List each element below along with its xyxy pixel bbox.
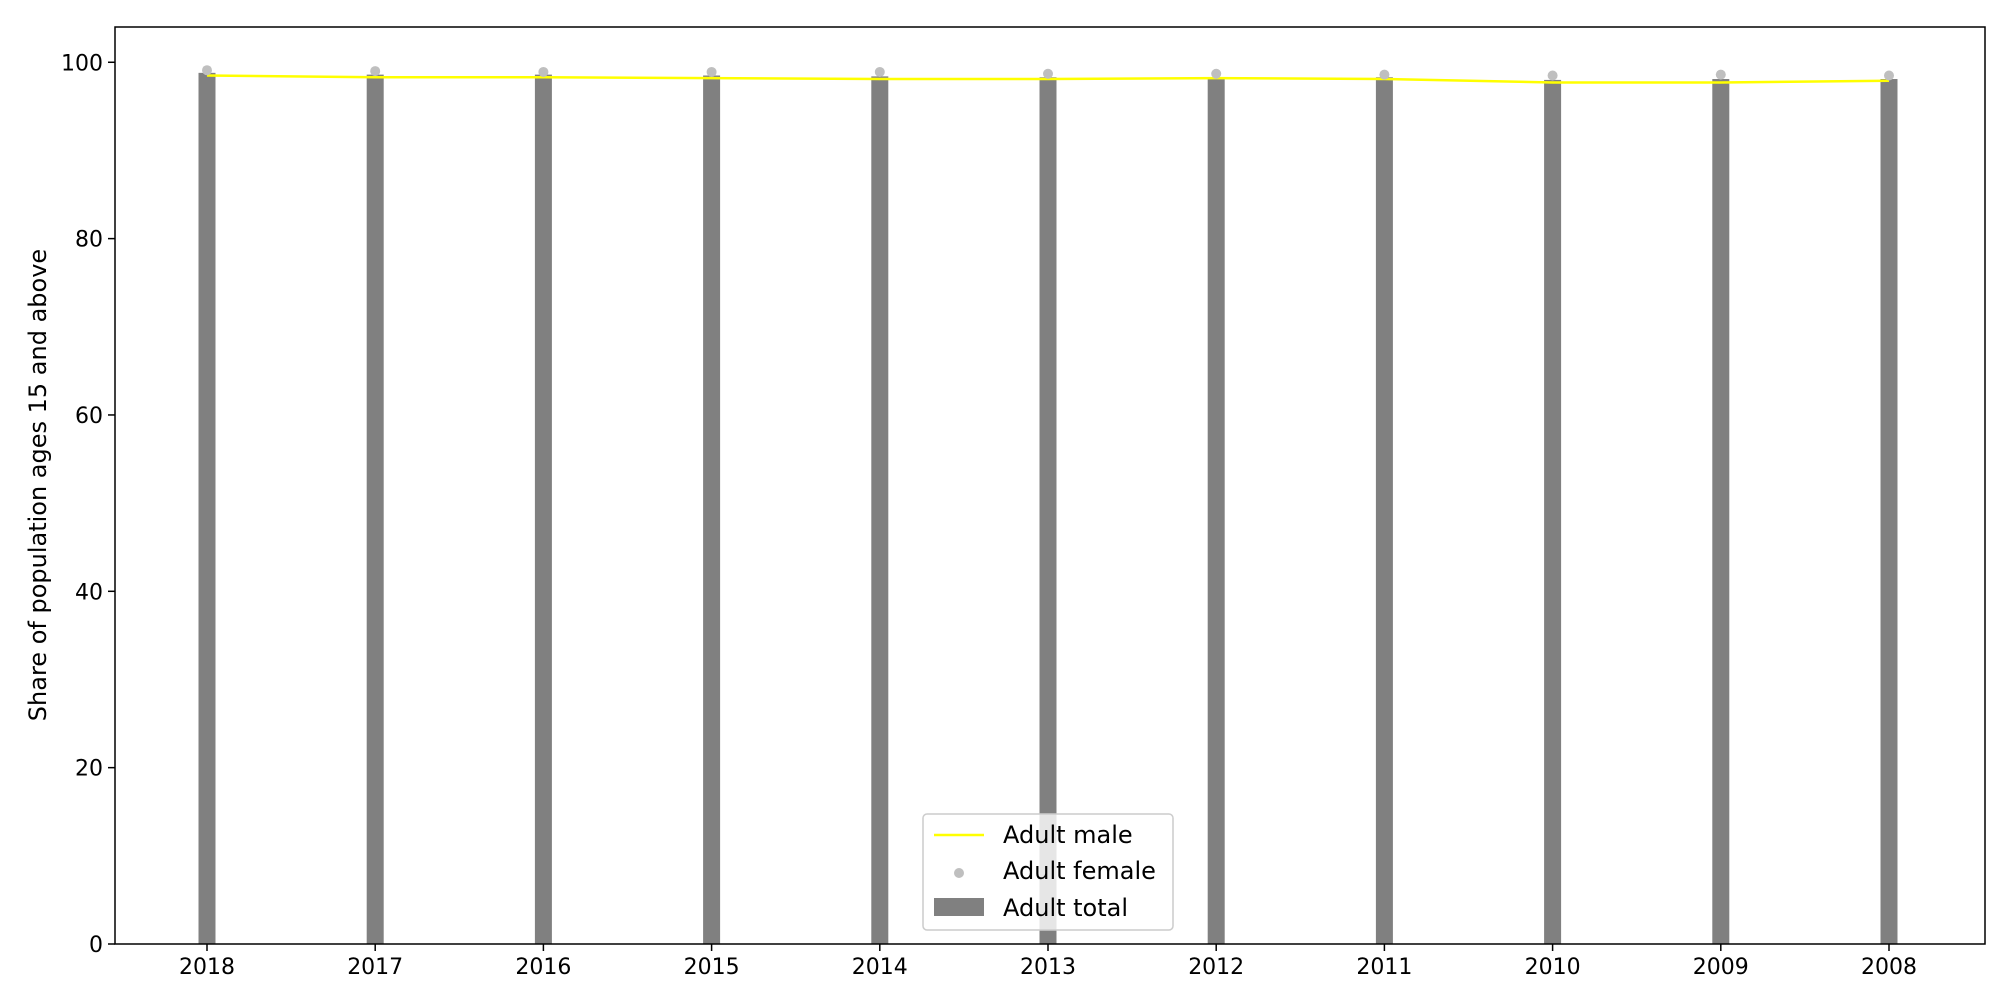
point-adult-female <box>1884 70 1894 81</box>
point-adult-female <box>538 66 549 77</box>
y-axis-title: Share of population ages 15 and above <box>24 249 52 721</box>
x-tick-label: 2011 <box>1356 955 1412 980</box>
bar-adult-total <box>1544 79 1562 944</box>
points-layer <box>202 65 1894 81</box>
bars-layer <box>198 72 1898 945</box>
x-tick-label: 2013 <box>1020 955 1076 980</box>
bar-adult-total <box>198 72 216 945</box>
legend-point-swatch <box>954 868 964 878</box>
point-adult-female <box>706 66 717 77</box>
x-tick-label: 2015 <box>684 955 740 980</box>
x-tick-label: 2017 <box>347 955 403 980</box>
x-tick-label: 2008 <box>1861 955 1917 980</box>
y-tick-label: 40 <box>75 580 103 605</box>
plot-frame <box>114 26 1986 945</box>
x-tick-label: 2014 <box>852 955 908 980</box>
bar-adult-total <box>871 76 889 944</box>
point-adult-female <box>1211 68 1222 79</box>
legend-label-adult-male: Adult male <box>1003 821 1133 849</box>
bar-adult-total <box>703 75 721 945</box>
y-tick-label: 0 <box>89 933 103 958</box>
y-tick-label: 80 <box>75 228 103 253</box>
x-tick-label: 2009 <box>1693 955 1749 980</box>
legend-label-adult-female: Adult female <box>1003 857 1156 885</box>
legend-box <box>922 813 1174 931</box>
point-adult-female <box>874 66 885 77</box>
bar-adult-total <box>1039 77 1057 944</box>
point-adult-female <box>1043 68 1053 79</box>
x-tick-label: 2016 <box>515 955 571 980</box>
y-tick-label: 60 <box>75 404 103 429</box>
bar-adult-total <box>1375 77 1393 944</box>
legend: Adult male Adult female Adult total <box>922 813 1174 931</box>
point-adult-female <box>370 66 381 77</box>
x-tick-label: 2010 <box>1525 955 1581 980</box>
bar-adult-total <box>1207 77 1225 944</box>
bar-adult-total <box>366 74 384 944</box>
point-adult-female <box>1715 69 1726 80</box>
bar-adult-total <box>534 74 552 944</box>
line-layer <box>206 74 1890 84</box>
point-adult-female <box>202 65 212 76</box>
bar-adult-total <box>1712 79 1730 945</box>
x-tick-label: 2018 <box>179 955 235 980</box>
x-tick-label: 2012 <box>1188 955 1244 980</box>
point-adult-female <box>1379 69 1390 80</box>
point-adult-female <box>1547 70 1558 81</box>
y-axis: 0 20 40 60 80 100 <box>61 51 115 958</box>
bar-adult-total <box>1880 79 1898 945</box>
y-tick-label: 20 <box>75 757 103 782</box>
legend-bar-swatch <box>934 898 984 916</box>
legend-label-adult-total: Adult total <box>1003 894 1128 922</box>
x-axis: 2018 2017 2016 2015 2014 2013 2012 2011 2010 2009… <box>179 944 1917 980</box>
y-tick-label: 100 <box>61 51 103 76</box>
line-adult-male <box>206 74 1890 84</box>
